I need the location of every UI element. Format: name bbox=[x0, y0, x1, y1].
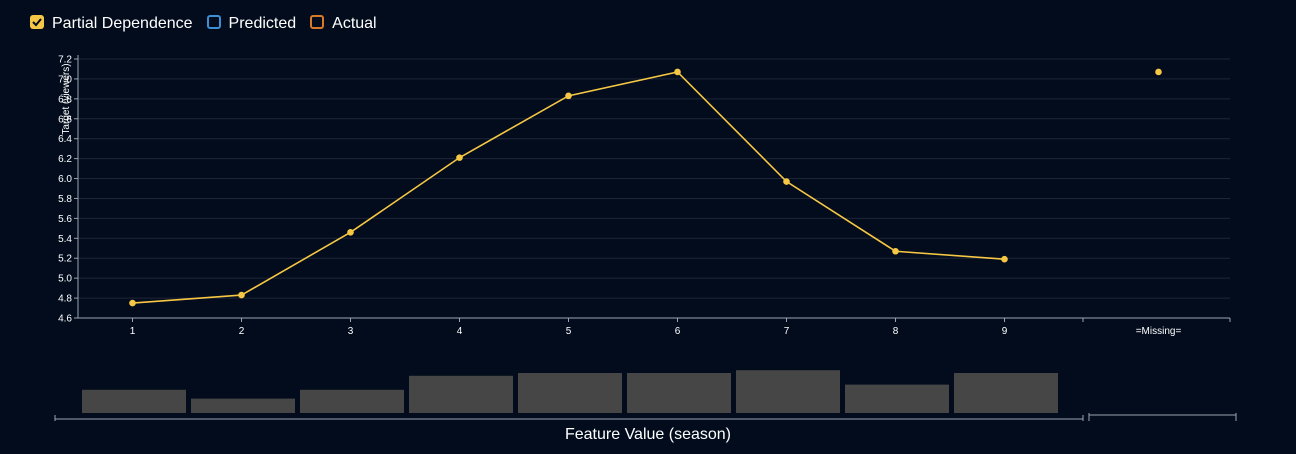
histogram-bar bbox=[191, 398, 295, 413]
y-tick-label: 6.2 bbox=[58, 154, 72, 165]
legend-label: Actual bbox=[332, 15, 377, 32]
y-tick-label: 7.0 bbox=[58, 74, 72, 85]
x-tick-label: 4 bbox=[457, 326, 463, 337]
y-tick-label: 5.0 bbox=[58, 274, 72, 285]
x-axis-title: Feature Value (season) bbox=[564, 426, 731, 443]
histogram-bar bbox=[409, 375, 513, 413]
y-tick-label: 5.8 bbox=[58, 194, 72, 205]
data-point bbox=[238, 291, 245, 299]
x-tick-label: 8 bbox=[893, 326, 899, 337]
x-tick-label: 5 bbox=[566, 326, 572, 337]
x-tick-label: 6 bbox=[675, 326, 681, 337]
y-axis-title: Target (viewers) bbox=[61, 63, 72, 134]
legend-label: Predicted bbox=[228, 15, 297, 32]
data-point bbox=[347, 229, 354, 236]
histogram-bar bbox=[627, 373, 731, 413]
series-line bbox=[132, 71, 1005, 304]
y-tick-label: 6.0 bbox=[58, 174, 72, 185]
y-tick-label: 5.4 bbox=[58, 234, 72, 245]
histogram-bar bbox=[300, 389, 404, 413]
legend-item-partial-dependence[interactable]: Partial Dependence bbox=[30, 15, 193, 33]
data-point bbox=[565, 92, 572, 100]
histogram-bar bbox=[736, 370, 840, 413]
data-point bbox=[456, 154, 463, 161]
data-point bbox=[1001, 255, 1008, 263]
y-tick-label: 6.4 bbox=[58, 134, 72, 145]
checkbox-unchecked-icon[interactable] bbox=[310, 15, 325, 29]
data-point bbox=[892, 247, 899, 255]
y-tick-label: 4.6 bbox=[58, 314, 72, 325]
checkbox-unchecked-icon[interactable] bbox=[206, 15, 221, 29]
x-tick-label-missing: =Missing= bbox=[1136, 326, 1182, 337]
data-point-missing bbox=[1155, 68, 1162, 76]
x-tick-label: 1 bbox=[130, 326, 136, 337]
histogram-bar bbox=[518, 373, 622, 413]
y-tick-label: 6.6 bbox=[58, 114, 72, 125]
x-tick-label: 3 bbox=[348, 326, 354, 337]
histogram-bar bbox=[954, 373, 1058, 413]
x-tick-label: 7 bbox=[784, 326, 790, 337]
y-tick-label: 5.2 bbox=[58, 254, 72, 265]
y-tick-label: 5.6 bbox=[58, 214, 72, 225]
y-tick-label: 7.2 bbox=[58, 55, 72, 66]
checkbox-checked-icon[interactable] bbox=[30, 15, 44, 29]
data-point bbox=[129, 299, 136, 307]
y-tick-label: 6.8 bbox=[58, 94, 72, 105]
x-tick-label: 9 bbox=[1002, 326, 1008, 337]
data-point bbox=[783, 178, 790, 185]
data-point bbox=[674, 68, 681, 76]
legend-item-predicted[interactable]: Predicted bbox=[206, 15, 297, 33]
chart-legend: Partial Dependence Predicted Actual bbox=[30, 9, 391, 39]
legend-item-actual[interactable]: Actual bbox=[310, 15, 377, 33]
histogram-bar bbox=[845, 384, 949, 413]
x-tick-label: 2 bbox=[239, 326, 245, 337]
y-tick-label: 4.8 bbox=[58, 294, 72, 305]
legend-label: Partial Dependence bbox=[52, 15, 193, 32]
histogram-bar bbox=[82, 389, 186, 413]
